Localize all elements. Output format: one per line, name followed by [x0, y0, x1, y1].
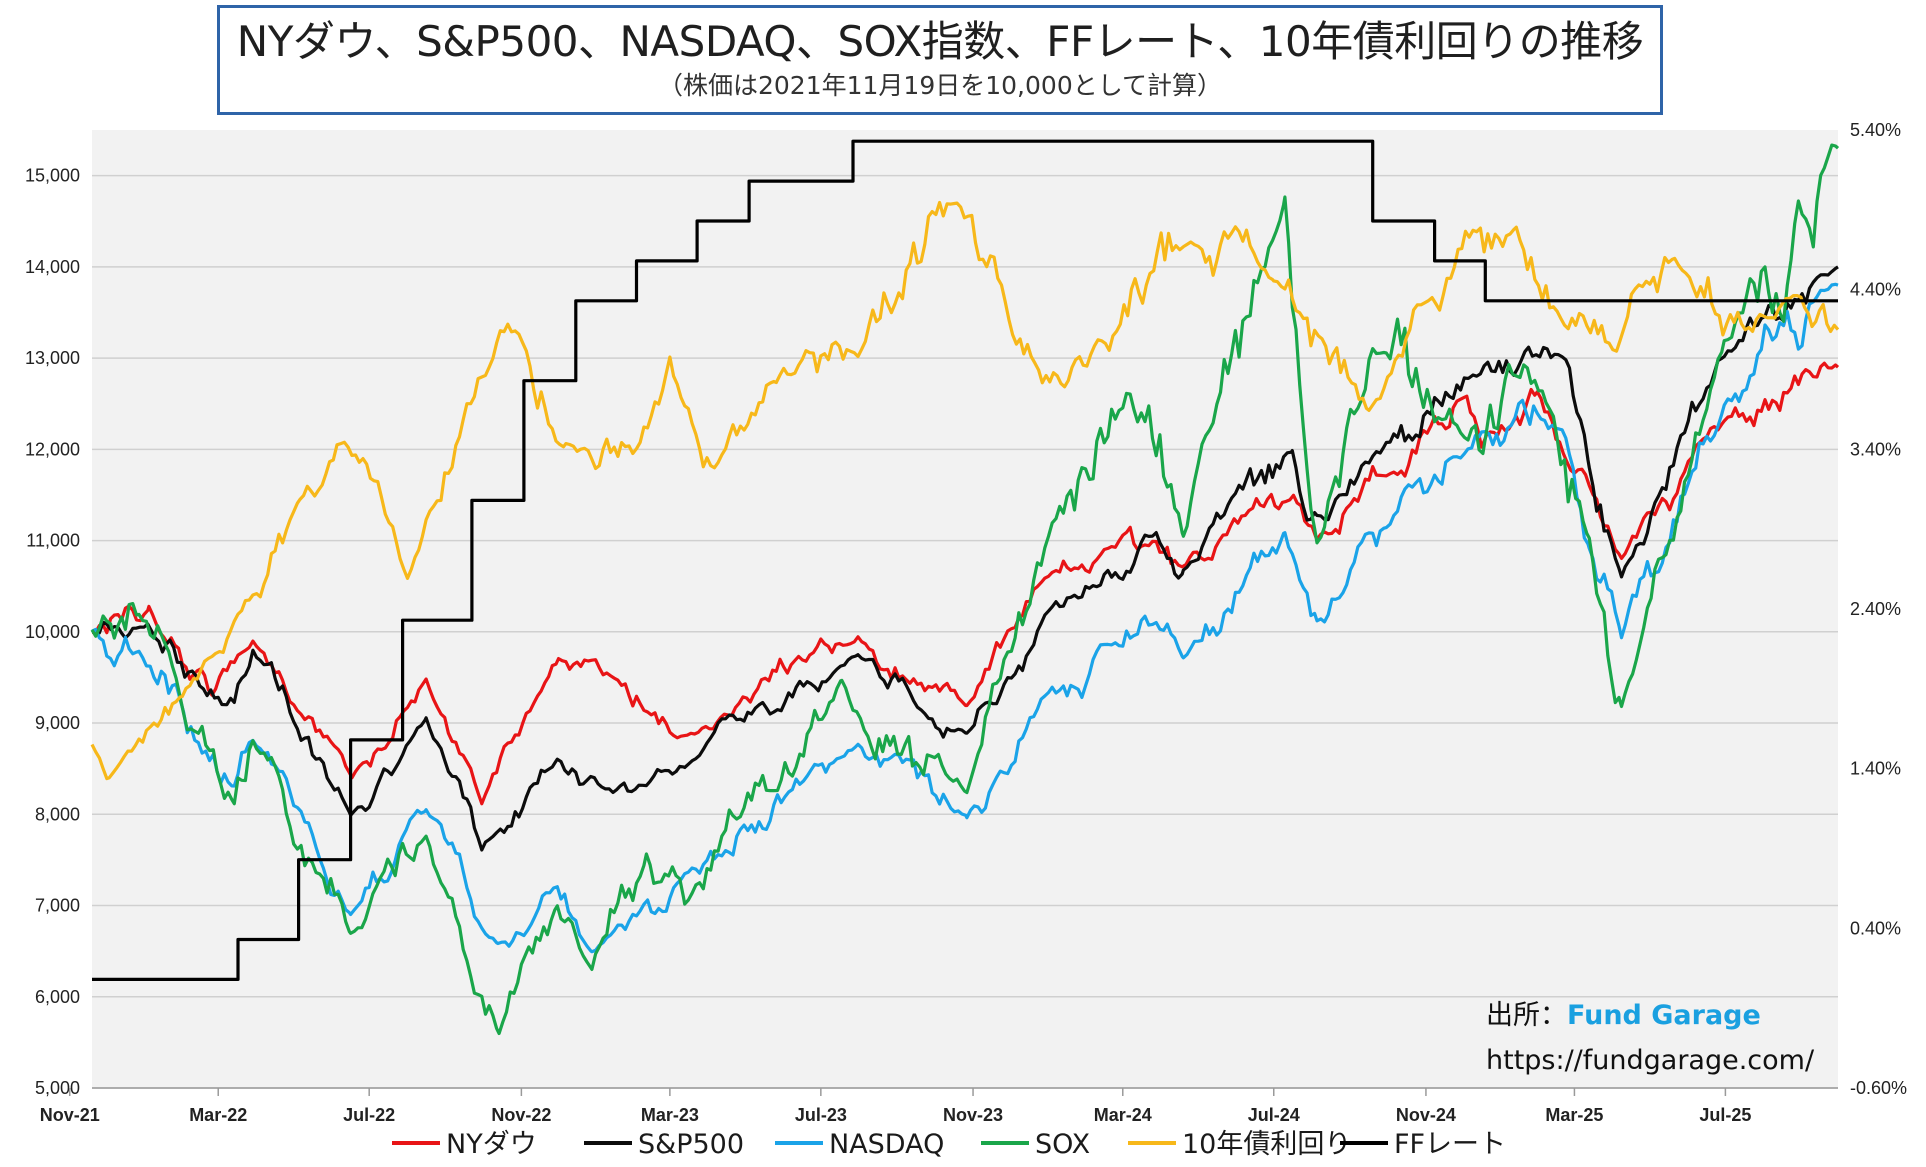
axes: 5,000 6,000 7,000 8,000 9,000 10,000 11,000 12,… — [25, 120, 1907, 1125]
y-left-tick-label: 15,000 — [25, 166, 80, 186]
legend: NYダウ S&P500 NASDAQ SOX 10年債利回り FFレート — [392, 1129, 1506, 1160]
source-url: https://fundgarage.com/ — [1486, 1045, 1815, 1076]
legend-label: SOX — [1035, 1129, 1090, 1160]
x-tick-label: Jul-25 — [1699, 1105, 1751, 1125]
y-left-tick-label: 14,000 — [25, 257, 80, 277]
source-prefix: 出所： — [1486, 1000, 1567, 1031]
x-tick-label: Nov-22 — [491, 1105, 551, 1125]
series-line-0 — [91, 361, 1840, 806]
x-tick-label: Jul-24 — [1248, 1105, 1300, 1125]
y-right-tick-label: 2.40% — [1850, 599, 1901, 619]
y-right-tick-label: 0.40% — [1850, 918, 1901, 938]
x-tick-label: Mar-22 — [189, 1105, 247, 1125]
x-tick-label: Nov-21 — [40, 1105, 100, 1125]
x-tick-label: Mar-25 — [1545, 1105, 1603, 1125]
svg-text:出所：Fund Garage: 出所：Fund Garage — [1486, 1000, 1761, 1031]
x-tick-label: Jul-23 — [795, 1105, 847, 1125]
series-lines — [90, 139, 1840, 1036]
series-line-5 — [92, 139, 1838, 981]
plot-area-background — [92, 130, 1838, 1088]
legend-label: FFレート — [1394, 1129, 1506, 1160]
y-left-tick-label: 13,000 — [25, 348, 80, 368]
series-line-2 — [91, 282, 1839, 954]
legend-label: NYダウ — [446, 1129, 537, 1160]
y-left-tick-label: 9,000 — [35, 713, 80, 733]
y-right-tick-label: 5.40% — [1850, 120, 1901, 140]
x-tick-label: Mar-24 — [1094, 1105, 1152, 1125]
legend-label: S&P500 — [638, 1129, 744, 1160]
x-tick-label: Jul-22 — [343, 1105, 395, 1125]
chart-title-box: NYダウ、S&P500、NASDAQ、SOX指数、FFレート、10年債利回りの推… — [217, 5, 1663, 115]
y-left-tick-label: 10,000 — [25, 622, 80, 642]
chart-title: NYダウ、S&P500、NASDAQ、SOX指数、FFレート、10年債利回りの推… — [236, 17, 1644, 66]
y-right-tick-label: -0.60% — [1850, 1078, 1907, 1098]
y-left-tick-label: 6,000 — [35, 987, 80, 1007]
x-tick-label: Mar-23 — [641, 1105, 699, 1125]
y-right-tick-label: 4.40% — [1850, 280, 1901, 300]
y-right-tick-label: 3.40% — [1850, 439, 1901, 459]
legend-label: NASDAQ — [829, 1129, 944, 1160]
y-left-tick-label: 12,000 — [25, 439, 80, 459]
series-line-4 — [90, 200, 1840, 781]
y-right-tick-label: 1.40% — [1850, 759, 1901, 779]
y-left-tick-label: 8,000 — [35, 804, 80, 824]
x-tick-label: Nov-23 — [943, 1105, 1003, 1125]
series-line-1 — [91, 265, 1839, 852]
x-tick-label: Nov-24 — [1396, 1105, 1456, 1125]
source-name: Fund Garage — [1567, 1000, 1761, 1031]
chart-subtitle: （株価は2021年11月19日を10,000として計算） — [658, 71, 1222, 100]
y-left-tick-label: 5,000 — [35, 1078, 80, 1098]
y-left-tick-label: 7,000 — [35, 896, 80, 916]
legend-label: 10年債利回り — [1182, 1129, 1351, 1160]
y-left-tick-label: 11,000 — [26, 531, 80, 551]
source-note: 出所：Fund Garage https://fundgarage.com/ — [1486, 1000, 1815, 1076]
series-line-3 — [90, 143, 1840, 1036]
